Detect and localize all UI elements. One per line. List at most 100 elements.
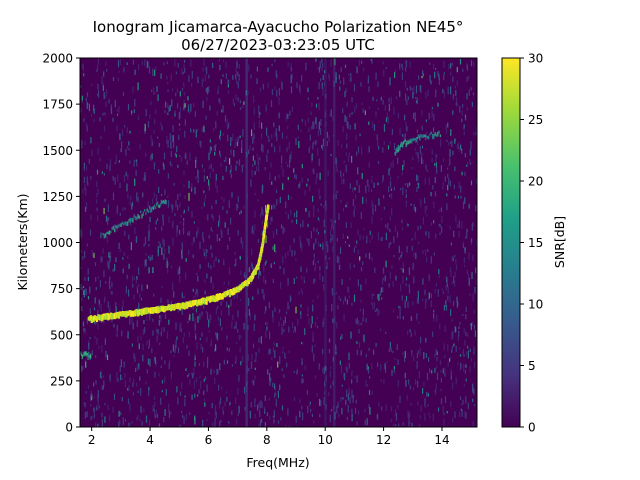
noise-cell	[252, 164, 254, 167]
noise-cell	[99, 157, 101, 162]
noise-cell	[310, 408, 312, 413]
noise-cell	[385, 67, 387, 70]
noise-cell	[227, 89, 230, 94]
noise-cell	[307, 117, 310, 123]
noise-cell	[237, 137, 239, 143]
noise-cell	[228, 200, 230, 208]
noise-cell	[239, 135, 241, 139]
noise-cell	[455, 345, 457, 352]
noise-cell	[266, 321, 268, 325]
noise-cell	[385, 404, 387, 411]
noise-cell	[82, 256, 84, 260]
noise-cell	[278, 174, 280, 179]
noise-cell	[242, 164, 244, 167]
noise-cell	[154, 410, 156, 418]
noise-cell	[413, 86, 415, 89]
noise-cell	[250, 179, 252, 187]
noise-cell	[312, 121, 314, 130]
noise-cell	[198, 389, 200, 394]
noise-cell	[124, 373, 126, 378]
noise-cell	[90, 403, 92, 407]
noise-cell	[127, 193, 129, 199]
noise-cell	[138, 343, 140, 350]
noise-cell	[89, 286, 91, 294]
noise-cell	[308, 211, 310, 218]
noise-cell	[343, 178, 345, 184]
noise-cell	[250, 402, 252, 408]
noise-cell	[467, 350, 469, 359]
noise-cell	[163, 62, 165, 66]
noise-cell	[176, 145, 178, 153]
noise-cell	[301, 342, 303, 345]
noise-cell	[274, 131, 276, 138]
noise-cell	[472, 221, 474, 227]
noise-cell	[323, 367, 325, 374]
noise-cell	[127, 398, 130, 405]
noise-cell	[168, 403, 170, 412]
noise-cell	[367, 366, 369, 369]
noise-cell	[223, 359, 225, 365]
noise-cell	[390, 188, 393, 191]
noise-cell	[110, 290, 112, 295]
noise-cell	[115, 155, 117, 163]
noise-cell	[206, 312, 209, 320]
noise-cell	[325, 375, 327, 382]
noise-cell	[365, 278, 367, 284]
noise-cell	[301, 360, 303, 365]
noise-cell	[145, 415, 148, 423]
noise-cell	[179, 110, 181, 118]
noise-cell	[103, 375, 105, 378]
noise-cell	[461, 150, 463, 154]
noise-cell	[306, 183, 308, 187]
noise-cell	[161, 327, 163, 335]
y-tick-label: 1750	[42, 98, 73, 112]
noise-cell	[321, 144, 323, 149]
noise-cell	[101, 257, 103, 262]
noise-cell	[436, 365, 438, 369]
noise-cell	[107, 301, 109, 308]
noise-cell	[142, 343, 144, 351]
noise-cell	[97, 58, 99, 65]
noise-cell	[465, 378, 467, 382]
noise-cell	[118, 70, 120, 73]
noise-cell	[186, 160, 188, 165]
noise-cell	[127, 387, 129, 391]
weak-echo-point	[418, 136, 421, 140]
noise-cell	[139, 293, 141, 298]
noise-cell	[176, 229, 178, 237]
noise-cell	[372, 121, 374, 129]
noise-cell	[426, 205, 428, 210]
noise-cell	[440, 207, 442, 212]
noise-cell	[418, 154, 420, 163]
weak-echo-point	[396, 147, 398, 152]
noise-cell	[130, 196, 132, 201]
noise-cell	[287, 194, 290, 200]
noise-cell	[451, 256, 453, 262]
noise-cell	[319, 195, 321, 200]
noise-cell	[452, 382, 454, 390]
y-tick-label: 1250	[42, 190, 73, 204]
noise-cell	[409, 385, 411, 390]
noise-cell	[384, 363, 386, 370]
noise-cell	[257, 239, 259, 243]
noise-cell	[124, 125, 126, 128]
noise-cell	[442, 405, 444, 413]
noise-cell	[112, 407, 114, 413]
noise-cell	[207, 87, 209, 95]
noise-cell	[338, 413, 340, 417]
noise-cell	[346, 416, 348, 420]
noise-cell	[129, 201, 131, 205]
noise-cell	[459, 354, 462, 357]
noise-cell	[380, 328, 382, 331]
weak-echo-point	[150, 208, 152, 213]
noise-cell	[165, 101, 167, 108]
noise-cell	[102, 85, 104, 92]
noise-cell	[360, 322, 362, 326]
noise-cell	[351, 389, 353, 398]
noise-cell	[108, 261, 110, 270]
noise-cell	[86, 165, 88, 171]
noise-cell	[315, 58, 317, 62]
noise-cell	[104, 338, 106, 345]
noise-cell	[119, 182, 121, 189]
noise-cell	[374, 204, 377, 212]
